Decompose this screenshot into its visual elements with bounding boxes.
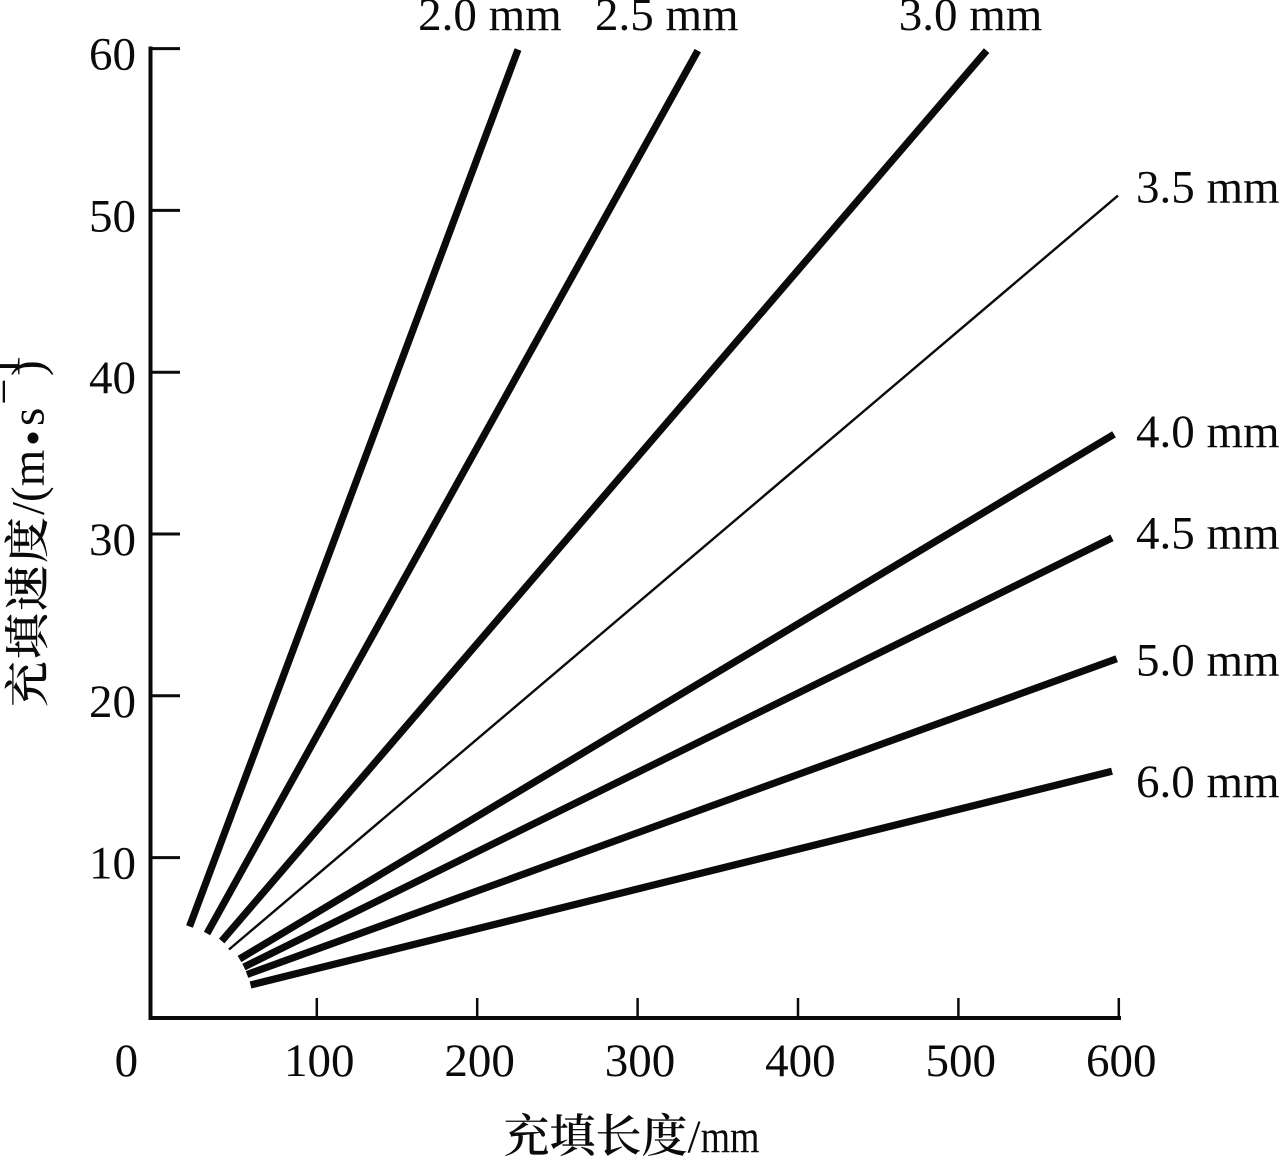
svg-text:): ) bbox=[3, 360, 55, 376]
svg-text:20: 20 bbox=[89, 676, 136, 728]
svg-text:2.0 mm: 2.0 mm bbox=[418, 0, 562, 41]
svg-text:50: 50 bbox=[89, 190, 136, 242]
svg-text:4.5 mm: 4.5 mm bbox=[1136, 508, 1280, 560]
svg-text:4.0 mm: 4.0 mm bbox=[1136, 406, 1280, 458]
svg-text:3.5 mm: 3.5 mm bbox=[1136, 162, 1280, 214]
svg-text:3.0 mm: 3.0 mm bbox=[899, 0, 1043, 41]
svg-text:s: s bbox=[3, 408, 55, 426]
svg-text:60: 60 bbox=[89, 29, 136, 81]
svg-text:600: 600 bbox=[1086, 1035, 1157, 1087]
svg-text:2.5 mm: 2.5 mm bbox=[595, 0, 739, 41]
svg-text:30: 30 bbox=[89, 514, 136, 566]
svg-text:6.0 mm: 6.0 mm bbox=[1136, 756, 1280, 808]
svg-text:/(m: /(m bbox=[3, 450, 55, 515]
svg-text:40: 40 bbox=[89, 352, 136, 404]
svg-text:500: 500 bbox=[926, 1035, 997, 1087]
svg-text:400: 400 bbox=[765, 1035, 836, 1087]
svg-text:100: 100 bbox=[284, 1035, 355, 1087]
svg-text:/mm: /mm bbox=[688, 1111, 760, 1157]
svg-text:300: 300 bbox=[605, 1035, 676, 1087]
svg-text:10: 10 bbox=[89, 838, 136, 890]
svg-text:−1: −1 bbox=[0, 355, 31, 405]
svg-text:5.0 mm: 5.0 mm bbox=[1136, 635, 1280, 687]
svg-text:0: 0 bbox=[115, 1035, 139, 1087]
svg-text:200: 200 bbox=[444, 1035, 515, 1087]
